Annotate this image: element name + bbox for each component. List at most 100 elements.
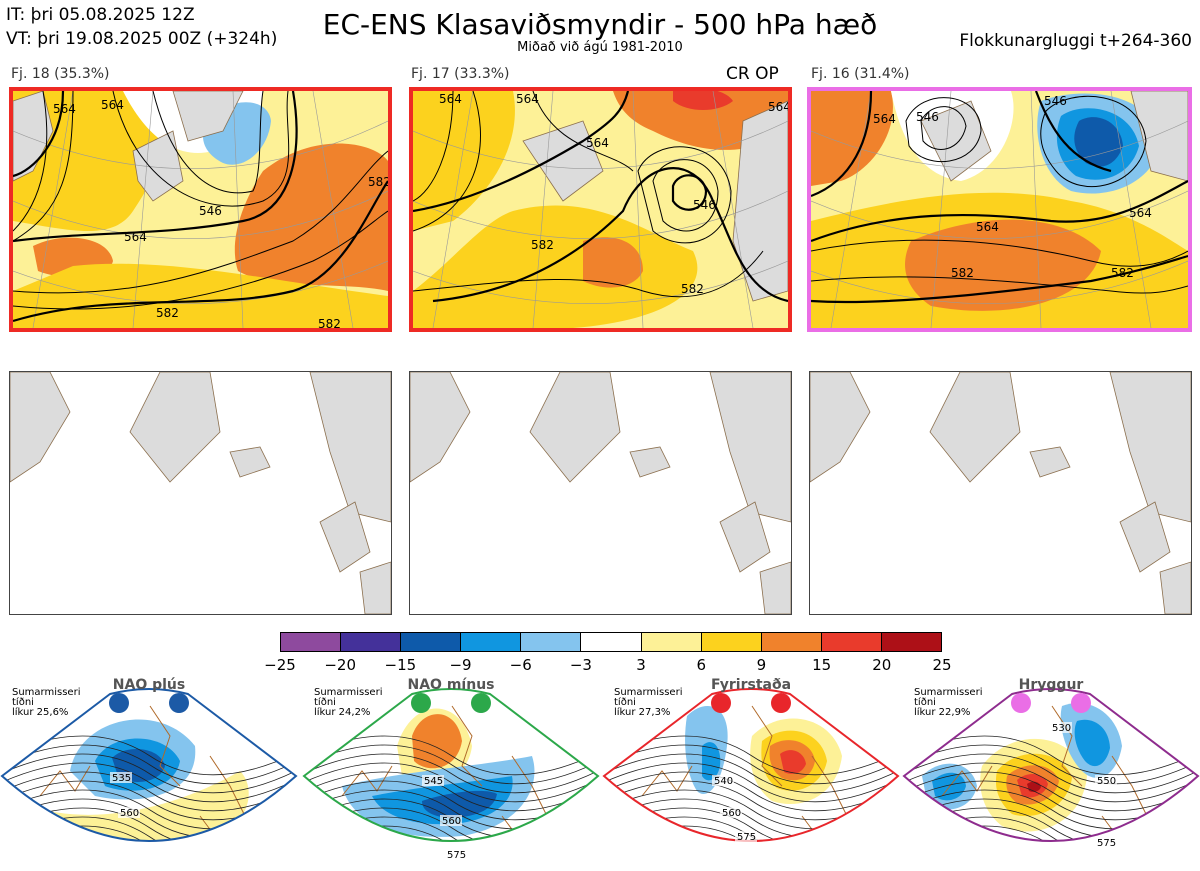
init-time: IT: þri 05.08.2025 12Z xyxy=(6,5,195,25)
regime-name: NAO plús xyxy=(112,677,186,693)
valid-time: VT: þri 19.08.2025 00Z (+324h) xyxy=(6,29,278,49)
regime-dot xyxy=(1071,693,1091,713)
colorbar-bin xyxy=(461,633,522,651)
cluster-map-1-svg: 564 564 546 564 582 582 582 xyxy=(13,91,388,328)
land-iceland xyxy=(229,446,271,478)
regime-dot xyxy=(411,693,431,713)
colorbar-bin xyxy=(761,633,822,651)
regime-info-line: Sumarmisseri xyxy=(314,687,383,698)
regime-info-line: líkur 22,9% xyxy=(914,707,971,718)
anomaly-fill-south xyxy=(413,205,698,328)
regime-contour xyxy=(904,735,1198,776)
land-british-isles xyxy=(1119,501,1171,573)
contour-label: 564 xyxy=(586,136,609,150)
contour-label: 582 xyxy=(318,317,341,328)
land-arctic xyxy=(172,91,244,142)
regime-info-line: líkur 24,2% xyxy=(314,707,371,718)
land-scandinavia xyxy=(1130,91,1188,182)
regime-anomaly xyxy=(1074,719,1110,767)
regime-contour xyxy=(904,762,1198,803)
regime-contour-label: 540 xyxy=(714,776,733,787)
colorbar-tick-label: 15 xyxy=(812,656,832,674)
regime-contour xyxy=(904,771,1198,812)
colorbar-tick-label: −15 xyxy=(384,656,417,674)
regime-contour-label: 535 xyxy=(112,773,131,784)
contour-label: 564 xyxy=(768,100,788,114)
contour-label: 564 xyxy=(124,230,147,244)
classification-window: Flokkunargluggi t+264-360 xyxy=(959,31,1192,51)
regime-map-2: 540 560 575 xyxy=(602,688,900,843)
colorbar-bin xyxy=(281,633,342,651)
regime-info: Sumarmisseri tíðni líkur 24,2% xyxy=(314,688,382,718)
regime-name: NAO mínus xyxy=(407,677,495,693)
regime-outline xyxy=(0,688,298,842)
regime-contour-label: 560 xyxy=(442,816,461,827)
colorbar-tick-label: 6 xyxy=(696,656,707,674)
regime-info-line: tíðni xyxy=(914,697,936,708)
height-contours-bold xyxy=(413,91,788,303)
regime-dot xyxy=(109,693,129,713)
regime-contour-label: 530 xyxy=(1052,723,1071,734)
regime-coastline xyxy=(341,705,563,841)
regime-contour xyxy=(2,762,296,803)
contour-label: 546 xyxy=(199,204,222,218)
regime-contour-label: 575 xyxy=(447,850,466,861)
colorbar xyxy=(280,632,942,652)
regime-contour xyxy=(904,753,1198,794)
regime-contour xyxy=(604,807,898,841)
contour-label: 564 xyxy=(439,92,462,106)
regime-map-3: 530 550 575 xyxy=(902,688,1200,849)
regime-info: Sumarmisseri tíðni líkur 25,6% xyxy=(12,688,80,718)
regime-contour xyxy=(604,762,898,803)
anomaly-fill-warm-east xyxy=(234,143,388,291)
regime-contour xyxy=(304,807,598,841)
cluster-map-3: 564 546 546 564 582 582 564 xyxy=(807,87,1192,332)
base-map-3 xyxy=(809,371,1192,615)
regime-dot xyxy=(771,693,791,713)
regime-contour-label: 550 xyxy=(1097,776,1116,787)
regime-dot xyxy=(1011,693,1031,713)
regime-name: Hryggur xyxy=(1018,677,1084,693)
contour-label: 546 xyxy=(1044,94,1067,108)
regime-outline xyxy=(302,688,600,842)
regime-contour-label: 575 xyxy=(1097,838,1116,849)
regime-info-line: tíðni xyxy=(614,697,636,708)
regime-contour xyxy=(904,744,1198,785)
base-map-1 xyxy=(9,371,392,615)
regime-coastline xyxy=(641,705,863,841)
colorbar-bin xyxy=(521,633,582,651)
colorbar-bin xyxy=(401,633,462,651)
colorbar-tick-label: 9 xyxy=(756,656,767,674)
height-contours xyxy=(413,91,764,298)
colorbar-bin xyxy=(641,633,702,651)
land-iceland xyxy=(629,446,671,478)
regime-contour xyxy=(304,744,598,785)
regime-outline xyxy=(902,688,1200,842)
regime-info: Sumarmisseri tíðni líkur 27,3% xyxy=(614,688,682,718)
graticule xyxy=(13,91,388,328)
contour-label: 546 xyxy=(916,110,939,124)
regime-contour xyxy=(2,771,296,812)
regime-contour xyxy=(304,771,598,812)
regime-info-line: Sumarmisseri xyxy=(12,687,81,698)
contour-label: 564 xyxy=(1129,206,1152,220)
land-canada xyxy=(13,91,54,182)
regime-anomaly xyxy=(702,742,721,781)
cluster-label-3: Fj. 16 (31.4%) xyxy=(811,66,910,82)
land-scandinavia xyxy=(709,372,791,523)
base-map-2 xyxy=(409,371,792,615)
anomaly-fill-positive xyxy=(413,91,515,231)
land-greenland xyxy=(929,372,1021,483)
regime-dot xyxy=(471,693,491,713)
anomaly-fill-warm-nw xyxy=(811,91,893,186)
regime-contour xyxy=(304,762,598,803)
anomaly-fill-warm-south xyxy=(905,219,1101,311)
contour-label: 564 xyxy=(53,102,76,116)
land-greenland xyxy=(920,100,992,182)
regime-contour xyxy=(904,807,1198,841)
colorbar-tick-label: −20 xyxy=(324,656,356,674)
regime-contour xyxy=(304,735,598,776)
colorbar-tick-label: −3 xyxy=(569,656,592,674)
graticule xyxy=(811,91,1188,328)
height-contours xyxy=(13,91,388,310)
